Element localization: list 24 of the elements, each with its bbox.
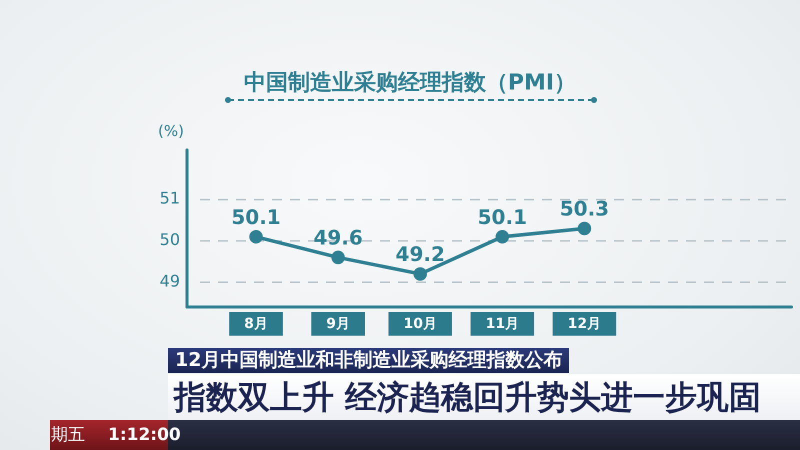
y-axis-title: (%) <box>158 122 184 140</box>
data-label: 49.6 <box>313 226 363 250</box>
chart-title: 中国制造业采购经理指数（PMI） <box>244 70 576 96</box>
text: 期五 <box>51 424 85 447</box>
point <box>496 230 510 244</box>
point <box>249 230 263 244</box>
x-tick-label: 11月 <box>486 316 520 332</box>
x-tick-label: 12月 <box>568 316 602 332</box>
text: 12月中国制造业和非制造业采购经理指数公布 <box>168 348 570 373</box>
data-label: 49.2 <box>396 242 445 266</box>
data-label: 50.3 <box>560 196 610 221</box>
y-tick-label: 51 <box>160 188 180 208</box>
x-tick-label: 8月 <box>244 316 268 332</box>
data-label: 50.1 <box>231 204 281 229</box>
text: 指数双上升 经济趋稳回升势头进一步巩固 <box>174 377 762 418</box>
point <box>413 267 427 281</box>
point <box>331 250 345 264</box>
y-tick-label: 49 <box>160 271 180 290</box>
point <box>578 222 592 236</box>
text: 1:12:00 <box>108 424 181 447</box>
x-tick-label: 9月 <box>326 316 350 332</box>
y-tick-label: 50 <box>160 230 180 250</box>
data-label: 50.1 <box>478 204 527 229</box>
x-tick-label: 10月 <box>403 316 437 332</box>
